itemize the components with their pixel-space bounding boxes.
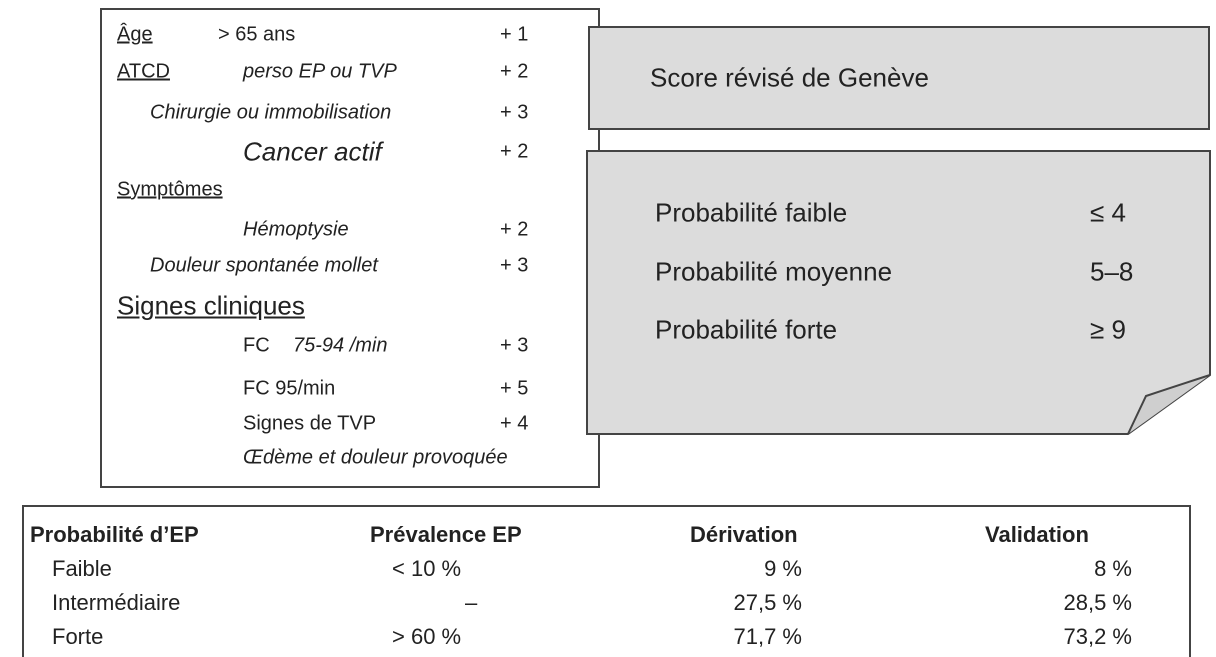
- probability-label: Probabilité faible: [655, 197, 848, 228]
- table-cell: 28,5 %: [1063, 590, 1133, 615]
- criterion-points: + 4: [500, 412, 529, 435]
- criterion-points: + 3: [500, 334, 529, 357]
- table-header: Prévalence EP: [370, 522, 522, 547]
- criterion-detail: perso EP ou TVP: [243, 60, 397, 83]
- probability-box: [586, 150, 1211, 435]
- probability-label: Probabilité forte: [655, 314, 838, 345]
- criterion-detail: > 65 ans: [218, 23, 296, 46]
- criterion-points: + 2: [500, 218, 529, 241]
- probability-score: 5–8: [1090, 256, 1134, 287]
- table-cell: > 60 %: [392, 624, 462, 649]
- table-cell: Faible: [52, 556, 112, 581]
- table-cell: Intermédiaire: [52, 590, 181, 615]
- criterion-detail: 75-94 /min: [293, 334, 388, 357]
- folded-corner: [1127, 374, 1211, 435]
- table-cell: 9 %: [764, 556, 802, 581]
- table-cell: < 10 %: [392, 556, 462, 581]
- score-title-box: [588, 26, 1210, 130]
- criterion-detail: Cancer actif: [243, 136, 382, 167]
- table-cell: Forte: [52, 624, 104, 649]
- criterion-detail: FC 95/min: [243, 377, 336, 400]
- table-cell: 71,7 %: [733, 624, 803, 649]
- criterion-label: Symptômes: [117, 178, 223, 201]
- table-cell: 27,5 %: [733, 590, 803, 615]
- criterion-detail: Hémoptysie: [243, 218, 349, 241]
- criterion-label: ATCD: [117, 60, 170, 83]
- probability-label: Probabilité moyenne: [655, 256, 893, 287]
- criterion-label: Signes cliniques: [117, 290, 305, 321]
- criterion-points: + 1: [500, 23, 529, 46]
- criterion-detail: Signes de TVP: [243, 412, 377, 435]
- criterion-points: + 3: [500, 254, 529, 277]
- probability-score: ≥ 9: [1090, 314, 1126, 345]
- table-cell: 73,2 %: [1063, 624, 1133, 649]
- criterion-detail: Douleur spontanée mollet: [150, 254, 378, 277]
- criterion-label: FC: [243, 334, 270, 357]
- table-border: [22, 505, 1191, 657]
- table-header: Validation: [985, 522, 1089, 547]
- probability-score: ≤ 4: [1090, 197, 1126, 228]
- table-cell: 8 %: [1094, 556, 1132, 581]
- score-title: Score révisé de Genève: [650, 62, 929, 93]
- criterion-points: + 2: [500, 60, 529, 83]
- table-header: Probabilité d’EP: [30, 522, 199, 547]
- criterion-points: + 3: [500, 101, 529, 124]
- table-cell: –: [465, 590, 478, 615]
- criterion-label: Âge: [117, 23, 153, 46]
- criterion-detail: Œdème et douleur provoquée: [243, 446, 508, 469]
- criterion-points: + 2: [500, 140, 529, 163]
- criterion-points: + 5: [500, 377, 529, 400]
- criterion-detail: Chirurgie ou immobilisation: [150, 101, 392, 124]
- table-header: Dérivation: [690, 522, 798, 547]
